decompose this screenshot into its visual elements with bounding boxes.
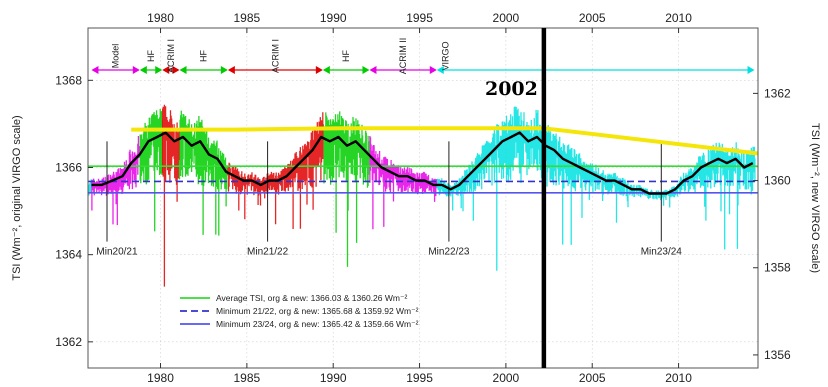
plot-frame <box>87 27 759 369</box>
legend-entry: Minimum 23/24, org & new: 1365.42 & 1359… <box>216 319 419 329</box>
instrument-label: ACRIM I <box>166 39 176 73</box>
y-tick-label-left: 1364 <box>55 248 82 262</box>
instrument-arrow-left <box>322 66 330 74</box>
y-tick-label-left: 1362 <box>55 335 82 349</box>
instrument-label: HF <box>146 50 156 62</box>
instrument-arrow-right <box>172 66 180 74</box>
smoothed-tsi-line <box>91 131 754 195</box>
instrument-arrow-left <box>139 66 147 74</box>
minimum-label: Min21/22 <box>247 246 289 257</box>
x-tick-label-top: 2000 <box>493 11 520 25</box>
x-tick-label-top: 2005 <box>579 11 606 25</box>
legend: Average TSI, org & new: 1366.03 & 1360.2… <box>180 293 419 329</box>
x-tick-label-bottom: 2005 <box>579 371 606 385</box>
annotations: 2002 <box>485 28 547 368</box>
trend-line <box>131 126 759 156</box>
instrument-label: ACRIM I <box>270 39 280 73</box>
raw-daily-data <box>88 104 756 287</box>
instrument-arrow-right <box>132 66 140 74</box>
instrument-label: VIRGO <box>441 41 451 70</box>
x-tick-label-bottom: 1995 <box>406 371 433 385</box>
x-tick-label-bottom: 2000 <box>493 371 520 385</box>
y-tick-label-left: 1366 <box>55 160 82 174</box>
y-tick-label-right: 1356 <box>764 348 791 362</box>
y-tick-label-right: 1358 <box>764 261 791 275</box>
minimum-label: Min22/23 <box>428 246 470 257</box>
minimum-label: Min20/21 <box>96 246 138 257</box>
instrument-arrow-right <box>362 66 370 74</box>
x-tick-label-bottom: 1985 <box>234 371 261 385</box>
instrument-label: HF <box>199 50 209 62</box>
instrument-label: HF <box>341 50 351 62</box>
instrument-arrow-left <box>179 66 187 74</box>
y-axis-label-right: TSI (Wm⁻², new VIRGO scale) <box>809 123 821 273</box>
x-tick-label-bottom: 2010 <box>665 371 692 385</box>
instrument-arrow-left <box>162 66 170 74</box>
solar-minima-markers: Min20/21 Min21/22 Min22/23 Min23/24 <box>96 141 682 257</box>
instrument-arrow-left <box>227 66 235 74</box>
instrument-arrow-right <box>429 66 437 74</box>
instrument-arrow-left <box>436 66 444 74</box>
annotation-label: 2002 <box>485 78 538 100</box>
raw-data-spikes <box>88 106 756 271</box>
grid <box>88 28 758 368</box>
y-tick-label-right: 1362 <box>764 86 791 100</box>
instrument-arrow-right <box>315 66 323 74</box>
legend-entry: Average TSI, org & new: 1366.03 & 1360.2… <box>216 293 407 303</box>
x-tick-label-bottom: 1980 <box>147 371 174 385</box>
x-tick-label-top: 2010 <box>665 11 692 25</box>
instrument-arrow-right <box>155 66 163 74</box>
instrument-label: Model <box>111 44 121 69</box>
instrument-arrow-left <box>91 66 99 74</box>
x-tick-label-top: 1995 <box>406 11 433 25</box>
legend-entry: Minimum 21/22, org & new: 1365.68 & 1359… <box>216 306 419 316</box>
x-tick-label-bottom: 1990 <box>320 371 347 385</box>
x-tick-label-top: 1980 <box>147 11 174 25</box>
y-tick-label-right: 1360 <box>764 174 791 188</box>
y-axis-label-left: TSI (Wm⁻², original VIRGO scale) <box>11 115 23 280</box>
instrument-label: ACRIM II <box>398 38 408 75</box>
instrument-arrow-right <box>220 66 228 74</box>
series-lines <box>91 126 759 195</box>
y-tick-label-left: 1368 <box>55 73 82 87</box>
instrument-arrow-right <box>747 66 755 74</box>
instrument-arrow-left <box>369 66 377 74</box>
x-tick-label-top: 1985 <box>234 11 261 25</box>
axes: 1980 1980 1985 1985 1990 1990 1995 1995 2000 2000… <box>11 11 821 385</box>
minimum-label: Min23/24 <box>641 246 683 257</box>
instrument-bar: Model HF ACRIM I HF ACRIM I HF ACRIM II VIRGO <box>91 38 755 75</box>
x-tick-label-top: 1990 <box>320 11 347 25</box>
